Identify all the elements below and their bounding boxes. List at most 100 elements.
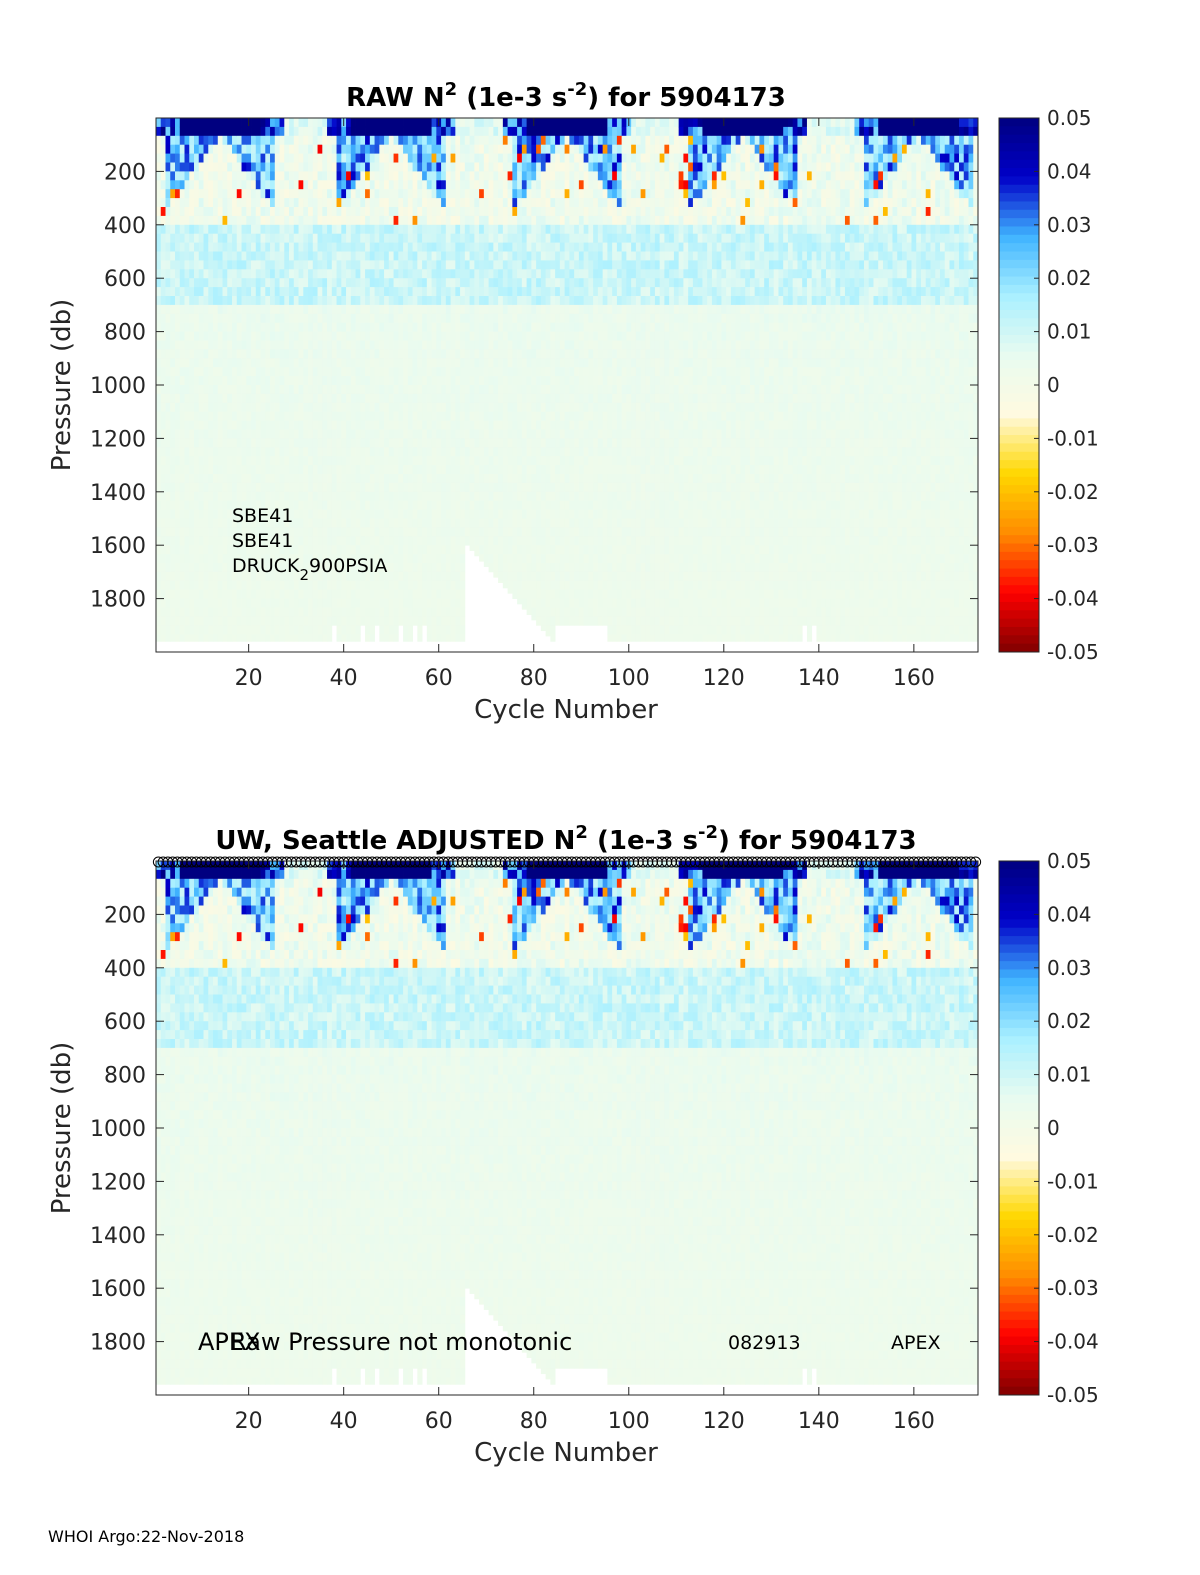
heatmap-cell [170,590,175,599]
heatmap-cell [242,474,247,483]
heatmap-cell [170,216,175,225]
heatmap-cell [251,234,256,243]
heatmap-cell [261,367,266,376]
heatmap-cell [242,492,247,501]
heatmap-cell [275,243,280,252]
heatmap-cell [166,314,171,323]
heatmap-cell [156,501,161,510]
heatmap-cell [185,171,190,180]
heatmap-cell [289,163,294,172]
heatmap-cell [189,581,194,590]
heatmap-cell [189,527,194,536]
heatmap-cell [180,216,185,225]
heatmap-cell [261,225,266,234]
heatmap-cell [227,287,232,296]
heatmap-cell [284,296,289,305]
heatmap-cell [232,314,237,323]
heatmap-cell [170,483,175,492]
heatmap-cell [166,554,171,563]
heatmap-cell [237,341,242,350]
heatmap-cell [251,127,256,136]
heatmap-cell [199,465,204,474]
heatmap-cell [218,145,223,154]
heatmap-cell [227,189,232,198]
heatmap-cell [156,332,161,341]
heatmap-cell [194,332,199,341]
heatmap-cell [180,305,185,314]
heatmap-cell [294,349,299,358]
heatmap-cell [227,118,232,127]
heatmap-cell [180,145,185,154]
heatmap-cell [218,376,223,385]
heatmap-cell [170,358,175,367]
heatmap-cell [265,198,270,207]
heatmap-cell [213,430,218,439]
heatmap-cell [256,438,261,447]
heatmap-cell [218,501,223,510]
heatmap-cell [280,127,285,136]
heatmap-cell [284,180,289,189]
heatmap-cell [180,367,185,376]
heatmap-cell [161,519,166,528]
heatmap-cell [175,260,180,269]
heatmap-cell [251,260,256,269]
heatmap-cell [156,198,161,207]
heatmap-cell [161,492,166,501]
heatmap-cell [227,127,232,136]
heatmap-cell [199,163,204,172]
heatmap-cell [170,278,175,287]
heatmap-cell [289,625,294,634]
heatmap-cell [218,625,223,634]
heatmap-cell [185,154,190,163]
heatmap-cell [299,234,304,243]
heatmap-cell [213,234,218,243]
heatmap-cell [284,145,289,154]
heatmap-cell [223,136,228,145]
heatmap-cell [294,216,299,225]
heatmap-cell [208,269,213,278]
heatmap-cell [208,483,213,492]
heatmap-cell [289,296,294,305]
heatmap-cell [194,590,199,599]
heatmap-cell [270,163,275,172]
heatmap-cell [189,323,194,332]
heatmap-cell [223,118,228,127]
heatmap-cell [218,599,223,608]
heatmap-cell [223,483,228,492]
heatmap-cell [199,189,204,198]
heatmap-cell [204,252,209,261]
heatmap-cell [289,180,294,189]
heatmap-cell [185,323,190,332]
heatmap-cell [232,608,237,617]
heatmap-cell [232,127,237,136]
heatmap-cell [251,269,256,278]
heatmap-cell [170,625,175,634]
heatmap-cell [256,269,261,278]
heatmap-cell [180,243,185,252]
heatmap-cell [180,287,185,296]
heatmap-cell [265,287,270,296]
heatmap-cell [280,260,285,269]
heatmap-cell [237,616,242,625]
heatmap-cell [270,349,275,358]
heatmap-cell [161,430,166,439]
heatmap-cell [213,403,218,412]
heatmap-cell [189,545,194,554]
heatmap-cell [289,394,294,403]
heatmap-cell [275,171,280,180]
heatmap-cell [227,367,232,376]
heatmap-cell [204,430,209,439]
heatmap-cell [275,616,280,625]
heatmap-cell [275,438,280,447]
heatmap-cell [199,385,204,394]
heatmap-cell [299,269,304,278]
heatmap-cell [194,616,199,625]
heatmap-cell [218,412,223,421]
heatmap-cell [223,590,228,599]
heatmap-cell [199,296,204,305]
heatmap-cell [232,590,237,599]
heatmap-cell [170,616,175,625]
heatmap-cell [280,430,285,439]
heatmap-cell [275,599,280,608]
heatmap-cell [256,180,261,189]
